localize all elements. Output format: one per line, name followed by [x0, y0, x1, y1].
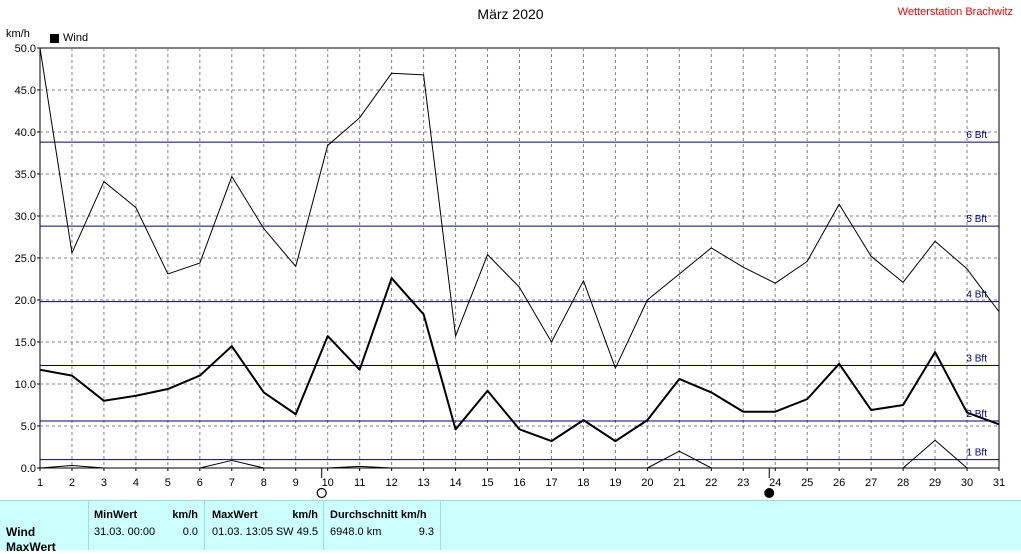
x-tick-label: 5 [165, 477, 171, 489]
min-cell: MinWert km/h 31.03. 00:00 0.0 [89, 501, 205, 550]
beaufort-label: 6 Bft [966, 130, 987, 141]
x-tick-label: 15 [481, 477, 493, 489]
x-tick-label: 4 [133, 477, 139, 489]
min-unit: km/h [172, 509, 198, 521]
summary-panel: Wind MaxWert MinWert km/h 31.03. 00:00 0… [0, 500, 1021, 554]
x-tick-label: 8 [261, 477, 267, 489]
new-moon-icon [764, 488, 775, 498]
y-tick-label: 45.0 [15, 85, 36, 97]
max-date: 01.03. 13:05 [212, 526, 274, 538]
legend: Wind [50, 32, 88, 44]
chart-title: März 2020 [477, 6, 544, 22]
x-tick-label: 17 [545, 477, 557, 489]
y-tick-label: 50.0 [15, 43, 36, 55]
x-tick-label: 19 [609, 477, 621, 489]
x-tick-label: 9 [293, 477, 299, 489]
x-tick-label: 29 [929, 477, 941, 489]
x-tick-label: 2 [69, 477, 75, 489]
avg-cell: Durchschnitt km/h 6948.0 km 9.3 [324, 501, 441, 550]
full-moon-icon [316, 487, 327, 499]
max-unit: km/h [292, 509, 318, 521]
legend-swatch [50, 33, 59, 43]
y-tick-label: 10.0 [15, 379, 36, 391]
beaufort-label: 1 Bft [966, 448, 987, 459]
x-tick-label: 20 [641, 477, 653, 489]
chart-area: 1 Bft 2 Bft 3 Bft 4 Bft 5 Bft 6 Bft 0.0 5.0 10.… [15, 43, 1006, 499]
x-tick-label: 30 [961, 477, 973, 489]
station-name: Wetterstation Brachwitz [897, 6, 1013, 18]
series-line-average [39, 277, 1000, 443]
grid [39, 47, 1000, 469]
avg-distance: 6948.0 km [330, 526, 382, 538]
series [39, 47, 1000, 469]
x-tick-label: 11 [354, 477, 365, 489]
x-tick-label: 18 [577, 477, 589, 489]
x-tick-label: 3 [101, 477, 107, 489]
avg-value: 9.3 [418, 526, 434, 538]
beaufort-label: 5 Bft [966, 214, 987, 225]
x-tick-label: 26 [833, 477, 845, 489]
y-tick-label: 20.0 [15, 295, 36, 307]
beaufort-label: 4 Bft [966, 290, 987, 301]
x-tick-label: 21 [673, 477, 685, 489]
x-tick-label: 24 [769, 477, 781, 489]
x-tick-label: 1 [37, 477, 43, 489]
axes: 0.0 5.0 10.0 15.0 20.0 25.0 30.0 35.0 40.0 45.0 50… [15, 43, 1006, 489]
y-tick-label: 15.0 [15, 337, 36, 349]
row-label-wind: Wind [6, 525, 36, 539]
x-tick-label: 6 [197, 477, 203, 489]
y-axis-unit: km/h [6, 28, 30, 40]
x-tick-label: 13 [417, 477, 429, 489]
avg-header: Durchschnitt km/h [330, 509, 427, 521]
moon-phases [316, 468, 775, 499]
max-header: MaxWert [212, 509, 258, 521]
x-tick-label: 28 [897, 477, 909, 489]
min-date: 31.03. 00:00 [94, 526, 156, 538]
min-value: 0.0 [182, 526, 198, 538]
beaufort-lines: 1 Bft 2 Bft 3 Bft 4 Bft 5 Bft 6 Bft [40, 130, 999, 461]
x-tick-label: 23 [737, 477, 749, 489]
y-tick-label: 40.0 [15, 127, 36, 139]
beaufort-label: 3 Bft [966, 354, 987, 365]
x-tick-label: 14 [449, 477, 461, 489]
min-header: MinWert [94, 509, 138, 521]
x-tick-label: 31 [993, 477, 1005, 489]
beaufort-label: 2 Bft [966, 409, 987, 420]
y-tick-label: 30.0 [15, 211, 36, 223]
x-tick-label: 27 [865, 477, 877, 489]
y-tick-label: 0.0 [21, 463, 36, 475]
x-tick-label: 25 [801, 477, 813, 489]
max-value: SW 49.5 [275, 526, 318, 538]
x-tick-label: 10 [322, 477, 334, 489]
x-tick-label: 22 [705, 477, 717, 489]
series-line-max [39, 47, 1000, 369]
y-tick-label: 25.0 [15, 253, 36, 265]
x-tick-label: 7 [229, 477, 235, 489]
y-tick-label: 35.0 [15, 169, 36, 181]
series-line-min [39, 439, 999, 469]
max-cell: MaxWert km/h 01.03. 13:05 SW 49.5 [205, 501, 324, 550]
y-tick-label: 5.0 [21, 421, 36, 433]
x-tick-label: 12 [386, 477, 398, 489]
label-column [0, 501, 89, 550]
legend-label: Wind [63, 32, 89, 44]
x-tick-label: 16 [513, 477, 525, 489]
